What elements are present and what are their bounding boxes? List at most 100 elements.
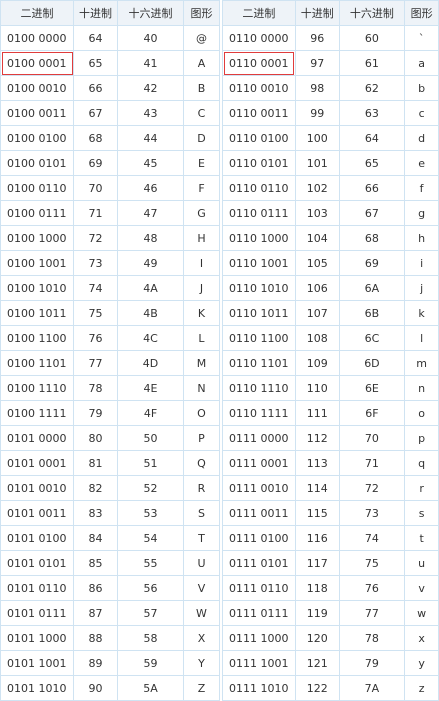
binary-cell: 0100 1001 bbox=[0, 250, 74, 276]
binary-cell: 0110 1111 bbox=[222, 400, 296, 426]
table-row: 0110 0010 98 62 b bbox=[222, 75, 439, 101]
binary-cell: 0101 0011 bbox=[0, 500, 74, 526]
glyph-cell: D bbox=[183, 125, 220, 151]
decimal-cell: 101 bbox=[294, 150, 340, 176]
hex-cell: 57 bbox=[117, 600, 184, 626]
binary-cell: 0100 0000 bbox=[0, 25, 74, 51]
glyph-cell: x bbox=[404, 625, 439, 651]
table-row: 0110 0001 97 61 a bbox=[222, 50, 439, 76]
binary-cell: 0111 0111 bbox=[222, 600, 296, 626]
binary-cell: 0110 1000 bbox=[222, 225, 296, 251]
table-row: 0100 1110 78 4E N bbox=[0, 375, 220, 401]
glyph-cell: s bbox=[404, 500, 439, 526]
decimal-cell: 77 bbox=[73, 350, 118, 376]
binary-cell: 0110 1110 bbox=[222, 375, 296, 401]
decimal-cell: 120 bbox=[294, 625, 340, 651]
decimal-cell: 103 bbox=[294, 200, 340, 226]
table-row: 0101 0010 82 52 R bbox=[0, 475, 220, 501]
table-row: 0100 0111 71 47 G bbox=[0, 200, 220, 226]
binary-cell: 0100 0100 bbox=[0, 125, 74, 151]
binary-cell: 0111 0110 bbox=[222, 575, 296, 601]
decimal-cell: 108 bbox=[294, 325, 340, 351]
table-body-right: 0110 0000 96 60 ` 0110 0001 97 61 a 0110 0010 98 6… bbox=[222, 25, 439, 701]
hex-cell: 66 bbox=[338, 175, 406, 201]
decimal-cell: 110 bbox=[294, 375, 340, 401]
table-row: 0110 0011 99 63 c bbox=[222, 100, 439, 126]
glyph-cell: y bbox=[404, 650, 439, 676]
table-row: 0111 1000 120 78 x bbox=[222, 625, 439, 651]
glyph-cell: g bbox=[404, 200, 439, 226]
hex-cell: 63 bbox=[338, 100, 406, 126]
hex-cell: 4B bbox=[117, 300, 184, 326]
glyph-cell: e bbox=[404, 150, 439, 176]
glyph-cell: j bbox=[404, 275, 439, 301]
header-decimal: 十进制 bbox=[294, 0, 340, 26]
table-row: 0101 0111 87 57 W bbox=[0, 600, 220, 626]
table-row: 0111 0101 117 75 u bbox=[222, 550, 439, 576]
glyph-cell: U bbox=[183, 550, 220, 576]
table-row: 0100 0101 69 45 E bbox=[0, 150, 220, 176]
glyph-cell: v bbox=[404, 575, 439, 601]
glyph-cell: Q bbox=[183, 450, 220, 476]
ascii-table-right: 二进制 十进制 十六进制 图形 0110 0000 96 60 ` 0110 0001 9… bbox=[222, 0, 439, 701]
hex-cell: 4D bbox=[117, 350, 184, 376]
binary-cell: 0100 1101 bbox=[0, 350, 74, 376]
glyph-cell: A bbox=[183, 50, 220, 76]
table-row: 0110 1000 104 68 h bbox=[222, 225, 439, 251]
table-row: 0110 0110 102 66 f bbox=[222, 175, 439, 201]
table-row: 0100 0001 65 41 A bbox=[0, 50, 220, 76]
decimal-cell: 113 bbox=[294, 450, 340, 476]
decimal-cell: 67 bbox=[73, 100, 118, 126]
decimal-cell: 80 bbox=[73, 425, 118, 451]
decimal-cell: 102 bbox=[294, 175, 340, 201]
table-row: 0101 0100 84 54 T bbox=[0, 525, 220, 551]
header-decimal: 十进制 bbox=[73, 0, 118, 26]
binary-cell: 0111 0101 bbox=[222, 550, 296, 576]
decimal-cell: 79 bbox=[73, 400, 118, 426]
binary-cell: 0110 1101 bbox=[222, 350, 296, 376]
hex-cell: 79 bbox=[338, 650, 406, 676]
binary-cell: 0100 1110 bbox=[0, 375, 74, 401]
binary-cell: 0100 0010 bbox=[0, 75, 74, 101]
decimal-cell: 115 bbox=[294, 500, 340, 526]
table-row: 0101 1010 90 5A Z bbox=[0, 675, 220, 701]
binary-cell: 0101 0111 bbox=[0, 600, 74, 626]
decimal-cell: 76 bbox=[73, 325, 118, 351]
binary-cell: 0101 1010 bbox=[0, 675, 74, 701]
hex-cell: 70 bbox=[338, 425, 406, 451]
binary-cell: 0100 0110 bbox=[0, 175, 74, 201]
glyph-cell: S bbox=[183, 500, 220, 526]
decimal-cell: 70 bbox=[73, 175, 118, 201]
hex-cell: 43 bbox=[117, 100, 184, 126]
ascii-table-left: 二进制 十进制 十六进制 图形 0100 0000 64 40 @0100 0001 6… bbox=[0, 0, 220, 701]
table-row: 0110 1010 106 6A j bbox=[222, 275, 439, 301]
binary-cell: 0110 0111 bbox=[222, 200, 296, 226]
glyph-cell: F bbox=[183, 175, 220, 201]
decimal-cell: 111 bbox=[294, 400, 340, 426]
glyph-cell: K bbox=[183, 300, 220, 326]
glyph-cell: N bbox=[183, 375, 220, 401]
decimal-cell: 97 bbox=[294, 50, 340, 76]
glyph-cell: f bbox=[404, 175, 439, 201]
hex-cell: 4F bbox=[117, 400, 184, 426]
glyph-cell: o bbox=[404, 400, 439, 426]
table-row: 0100 1101 77 4D M bbox=[0, 350, 220, 376]
binary-cell: 0101 0101 bbox=[0, 550, 74, 576]
hex-cell: 4E bbox=[117, 375, 184, 401]
header-glyph: 图形 bbox=[404, 0, 439, 26]
hex-cell: 64 bbox=[338, 125, 406, 151]
glyph-cell: n bbox=[404, 375, 439, 401]
decimal-cell: 105 bbox=[294, 250, 340, 276]
binary-cell: 0110 1001 bbox=[222, 250, 296, 276]
hex-cell: 61 bbox=[338, 50, 406, 76]
table-row: 0110 0101 101 65 e bbox=[222, 150, 439, 176]
table-row: 0100 0010 66 42 B bbox=[0, 75, 220, 101]
glyph-cell: @ bbox=[183, 25, 220, 51]
decimal-cell: 69 bbox=[73, 150, 118, 176]
glyph-cell: l bbox=[404, 325, 439, 351]
hex-cell: 56 bbox=[117, 575, 184, 601]
hex-cell: 58 bbox=[117, 625, 184, 651]
binary-cell: 0100 0101 bbox=[0, 150, 74, 176]
decimal-cell: 114 bbox=[294, 475, 340, 501]
hex-cell: 4C bbox=[117, 325, 184, 351]
